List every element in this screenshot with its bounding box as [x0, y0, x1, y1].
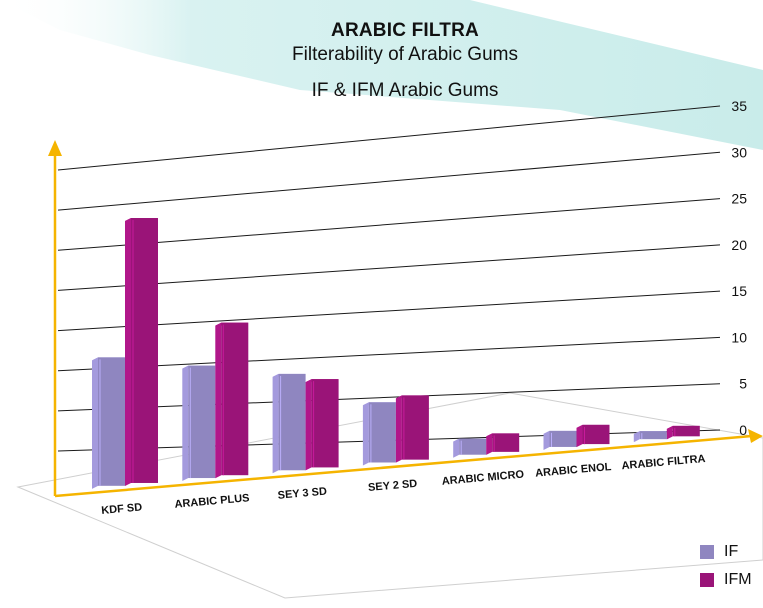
header-banner — [0, 0, 763, 150]
bar-ifm — [576, 424, 610, 448]
bar-if — [92, 357, 125, 489]
gridline-20 — [57, 244, 721, 291]
gridline-35 — [57, 105, 721, 171]
bar-ifm — [486, 433, 520, 455]
bar-front-face — [639, 431, 667, 440]
bar-front-face — [98, 357, 125, 486]
bar-ifm — [305, 379, 339, 471]
bar-side-face — [576, 424, 583, 448]
chart-title: ARABIC FILTRA — [331, 20, 479, 41]
y-tick-label: 0 — [739, 422, 747, 438]
gridline-30 — [57, 151, 721, 211]
y-tick-label: 20 — [731, 237, 747, 253]
bar-front-face — [492, 433, 520, 452]
legend-item-if: IF — [700, 538, 752, 566]
gridline-5 — [57, 383, 721, 412]
y-tick-label: 5 — [739, 376, 747, 392]
bar-side-face — [272, 373, 279, 474]
bar-side-face — [666, 425, 673, 440]
y-tick-label: 30 — [731, 144, 747, 160]
bars — [92, 218, 700, 489]
bar-side-face — [125, 218, 131, 486]
bar-side-face — [92, 357, 98, 489]
bar-front-face — [401, 395, 429, 460]
bar-side-face — [486, 433, 493, 455]
y-tick-label: 10 — [731, 329, 747, 345]
bar-ifm — [666, 425, 700, 440]
bar-ifm — [215, 322, 249, 479]
gridline-15 — [57, 290, 721, 332]
chart-subtitle: Filterability of Arabic Gums — [292, 44, 518, 65]
bar-front-face — [459, 438, 487, 455]
bar-front-face — [278, 373, 306, 471]
bar-side-face — [305, 379, 312, 471]
bar-side-face — [633, 431, 640, 443]
y-tick-label: 25 — [731, 191, 747, 207]
bar-if — [633, 431, 667, 443]
gridline-10 — [57, 336, 721, 372]
bar-if — [453, 438, 487, 458]
legend-label-ifm: IFM — [724, 571, 752, 588]
x-tick-label: SEY 2 SD — [368, 478, 418, 494]
series-title: IF & IFM Arabic Gums — [311, 80, 499, 101]
title-block: ARABIC FILTRA Filterability of Arabic Gu… — [170, 20, 640, 102]
x-tick-label: SEY 3 SD — [277, 486, 327, 502]
bar-front-face — [188, 365, 216, 479]
bar-front-face — [368, 402, 396, 463]
x-axis — [54, 434, 753, 498]
y-tick-label: 15 — [731, 283, 747, 299]
y-tick-label: 35 — [731, 98, 747, 114]
legend-item-ifm: IFM — [700, 566, 752, 594]
bar-side-face — [543, 430, 550, 450]
bar-front-face — [672, 425, 700, 437]
bar-front-face — [131, 218, 158, 483]
bar-front-face — [221, 322, 249, 476]
bar-if — [362, 402, 396, 466]
bar-side-face — [215, 322, 222, 479]
x-axis-arrow — [748, 429, 763, 443]
gridlines — [57, 105, 721, 452]
y-axis-arrow — [48, 140, 62, 156]
bar-ifm — [395, 395, 429, 463]
bar-side-face — [395, 395, 402, 463]
x-tick-label: KDF SD — [101, 501, 143, 517]
bar-front-face — [582, 424, 610, 445]
gridline-25 — [57, 198, 721, 251]
legend-swatch-if — [700, 545, 714, 559]
bar-if — [182, 365, 216, 482]
bar-ifm — [125, 218, 158, 486]
bar-front-face — [311, 379, 339, 468]
bar-front-face — [549, 430, 577, 447]
bar-if — [543, 430, 577, 450]
bar-side-face — [362, 402, 369, 466]
legend-swatch-ifm — [700, 573, 714, 587]
y-axis-ticks: 0 5 10 15 20 25 30 35 — [731, 98, 747, 438]
legend-label-if: IF — [724, 543, 739, 560]
legend: IF IFM — [700, 538, 752, 594]
bar-if — [272, 373, 306, 474]
bar-side-face — [182, 365, 189, 482]
bar-side-face — [453, 438, 460, 458]
